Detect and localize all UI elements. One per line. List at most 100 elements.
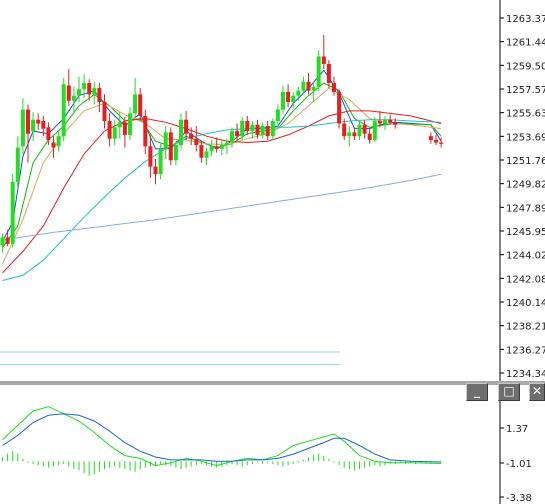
candle-down xyxy=(51,142,56,148)
y-tick-label: 1261.44 xyxy=(506,38,545,49)
y-tick-label: 1253.69 xyxy=(506,132,545,143)
candle-up xyxy=(250,124,255,132)
maximize-button[interactable]: □ xyxy=(498,383,520,401)
candle-down xyxy=(5,237,10,244)
candle-up xyxy=(383,119,387,124)
candle-down xyxy=(102,102,107,121)
candle-up xyxy=(31,119,36,132)
candle-up xyxy=(92,88,97,95)
moving-average-line xyxy=(2,119,442,281)
candle-down xyxy=(388,119,393,123)
y-tick-label: 1263.37 xyxy=(506,14,545,25)
candle-up xyxy=(275,109,280,121)
candle-up xyxy=(260,126,265,135)
candle-down xyxy=(153,166,158,175)
candle-down xyxy=(306,81,311,91)
moving-average-line xyxy=(2,87,442,265)
candle-up xyxy=(10,181,15,244)
candle-down xyxy=(189,133,194,139)
candle-up xyxy=(0,237,5,246)
y-tick-label: 1238.21 xyxy=(506,322,545,333)
main-price-pane xyxy=(0,34,444,366)
candle-up xyxy=(128,113,132,135)
candle-up xyxy=(240,120,245,137)
candle-down xyxy=(97,88,102,103)
candle-up xyxy=(316,56,321,87)
indicator-pane xyxy=(2,406,442,476)
close-button[interactable]: ✕ xyxy=(529,383,545,401)
y-tick-label: 1244.02 xyxy=(506,251,545,262)
candle-up xyxy=(77,89,81,96)
candle-up xyxy=(281,91,285,110)
y-tick-label: 1240.14 xyxy=(506,298,545,309)
candle-up xyxy=(224,142,229,146)
candle-up xyxy=(173,145,178,161)
candle-up xyxy=(270,120,275,137)
candle-up xyxy=(311,86,316,91)
candle-up xyxy=(20,109,25,147)
candle-down xyxy=(184,119,189,134)
y-tick-label: 1247.89 xyxy=(506,203,545,214)
candle-down xyxy=(148,146,153,167)
candle-down xyxy=(199,145,204,158)
y-tick-label: 1251.76 xyxy=(506,156,545,167)
candle-down xyxy=(439,142,444,144)
candle-up xyxy=(179,119,183,146)
candle-down xyxy=(41,120,46,129)
indicator-tick-label: 1.37 xyxy=(506,424,528,435)
candle-down xyxy=(194,138,199,146)
candle-down xyxy=(46,127,51,140)
candle-up xyxy=(372,120,377,140)
candle-down xyxy=(143,115,148,147)
candle-down xyxy=(342,123,347,137)
indicator-tick-label: -1.01 xyxy=(506,459,532,470)
y-tick-label: 1259.50 xyxy=(506,61,545,72)
candle-down xyxy=(377,120,382,124)
candle-up xyxy=(61,84,66,137)
pane-separator xyxy=(0,381,545,385)
candle-down xyxy=(428,136,433,140)
candle-up xyxy=(219,145,224,149)
candle-down xyxy=(352,132,357,137)
candle-up xyxy=(158,148,163,175)
candle-down xyxy=(337,91,342,124)
indicator-y-axis: 1.37 -1.01 -3.38 xyxy=(500,424,532,504)
candle-up xyxy=(82,83,87,90)
candle-up xyxy=(117,122,122,128)
candle-down xyxy=(235,131,240,137)
y-tick-label: 1245.95 xyxy=(506,227,545,238)
candle-down xyxy=(138,94,143,116)
candle-down xyxy=(286,91,291,103)
y-tick-label: 1255.63 xyxy=(506,109,545,120)
candle-up xyxy=(230,131,234,143)
candle-up xyxy=(301,81,306,91)
candle-down xyxy=(87,83,92,95)
candle-up xyxy=(209,146,214,152)
y-tick-label: 1236.27 xyxy=(506,345,545,356)
y-tick-label: 1257.57 xyxy=(506,85,545,96)
y-tick-label: 1242.08 xyxy=(506,274,545,285)
candle-down xyxy=(326,64,331,84)
candle-down xyxy=(107,120,112,139)
minimize-button[interactable]: _ xyxy=(466,383,488,401)
candle-down xyxy=(26,109,30,134)
candle-up xyxy=(357,124,362,137)
candle-up xyxy=(56,136,61,147)
indicator-line xyxy=(2,413,442,463)
candle-up xyxy=(204,151,209,158)
candle-down xyxy=(434,139,438,143)
candle-up xyxy=(296,90,301,96)
candle-down xyxy=(393,122,398,125)
moving-average-line xyxy=(2,173,442,241)
candle-up xyxy=(291,95,296,103)
y-tick-label: 1234.34 xyxy=(506,369,545,380)
candle-up xyxy=(347,132,352,137)
candle-up xyxy=(112,127,117,139)
candle-down xyxy=(255,124,260,135)
candle-up xyxy=(133,94,138,114)
candle-down xyxy=(122,122,127,135)
indicator-tick-label: -3.38 xyxy=(506,493,532,504)
candle-down xyxy=(362,124,367,134)
